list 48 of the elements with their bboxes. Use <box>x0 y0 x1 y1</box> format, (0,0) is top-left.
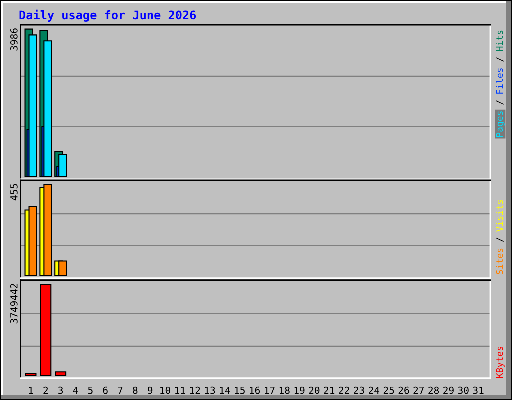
x-tick-label: 14 <box>220 386 230 394</box>
text: 455 <box>10 184 18 201</box>
bar <box>44 184 52 276</box>
x-tick-label: 27 <box>414 386 424 394</box>
x-tick-label: 16 <box>250 386 260 394</box>
text: Sites <box>496 248 504 274</box>
x-tick-label: 28 <box>428 386 440 394</box>
x-tick-label: 12 <box>190 386 200 394</box>
x-tick-label: 19 <box>294 386 305 394</box>
text: 3749442 <box>10 284 18 324</box>
x-tick-label: 6 <box>103 386 108 394</box>
x-tick-label: 1 <box>29 386 34 394</box>
x-tick-label: 31 <box>473 386 484 394</box>
x-tick-label: 17 <box>265 386 275 394</box>
x-tick-label: 10 <box>160 386 170 394</box>
x-tick-label: 13 <box>205 386 216 394</box>
x-tick-label: 23 <box>354 386 364 394</box>
bar <box>58 154 68 178</box>
x-tick-label: 3 <box>58 386 64 394</box>
x-tick-label: 29 <box>444 386 454 394</box>
x-tick-label: 21 <box>324 386 335 394</box>
text: KBytes <box>496 346 505 378</box>
x-tick-label: 8 <box>133 386 138 394</box>
x-tick-label: 2 <box>44 386 48 394</box>
text: / <box>496 238 504 242</box>
text: 3986 <box>10 28 18 51</box>
chart-title: Daily usage for June 2026 <box>20 10 196 22</box>
text: Files <box>496 68 504 94</box>
x-tick-label: 4 <box>73 386 78 394</box>
x-tick-label: 22 <box>339 386 350 394</box>
text: / <box>496 100 504 105</box>
x-tick-label: 25 <box>384 386 394 394</box>
text: Hits <box>496 30 504 52</box>
x-tick-label: 18 <box>280 386 290 394</box>
bar <box>28 206 38 276</box>
text: / <box>496 58 504 62</box>
x-tick-label: 15 <box>235 386 245 394</box>
bar <box>58 260 68 276</box>
x-tick-label: 9 <box>148 386 153 394</box>
x-tick-label: 5 <box>88 386 93 394</box>
x-tick-label: 30 <box>458 386 469 394</box>
x-tick-label: 20 <box>309 386 320 394</box>
text: Visits <box>496 200 504 232</box>
x-tick-label: 11 <box>176 386 186 394</box>
x-tick-label: 24 <box>369 386 380 394</box>
text: Pages <box>496 112 505 138</box>
x-tick-label: 7 <box>118 386 123 394</box>
x-tick-label: 26 <box>398 386 410 394</box>
